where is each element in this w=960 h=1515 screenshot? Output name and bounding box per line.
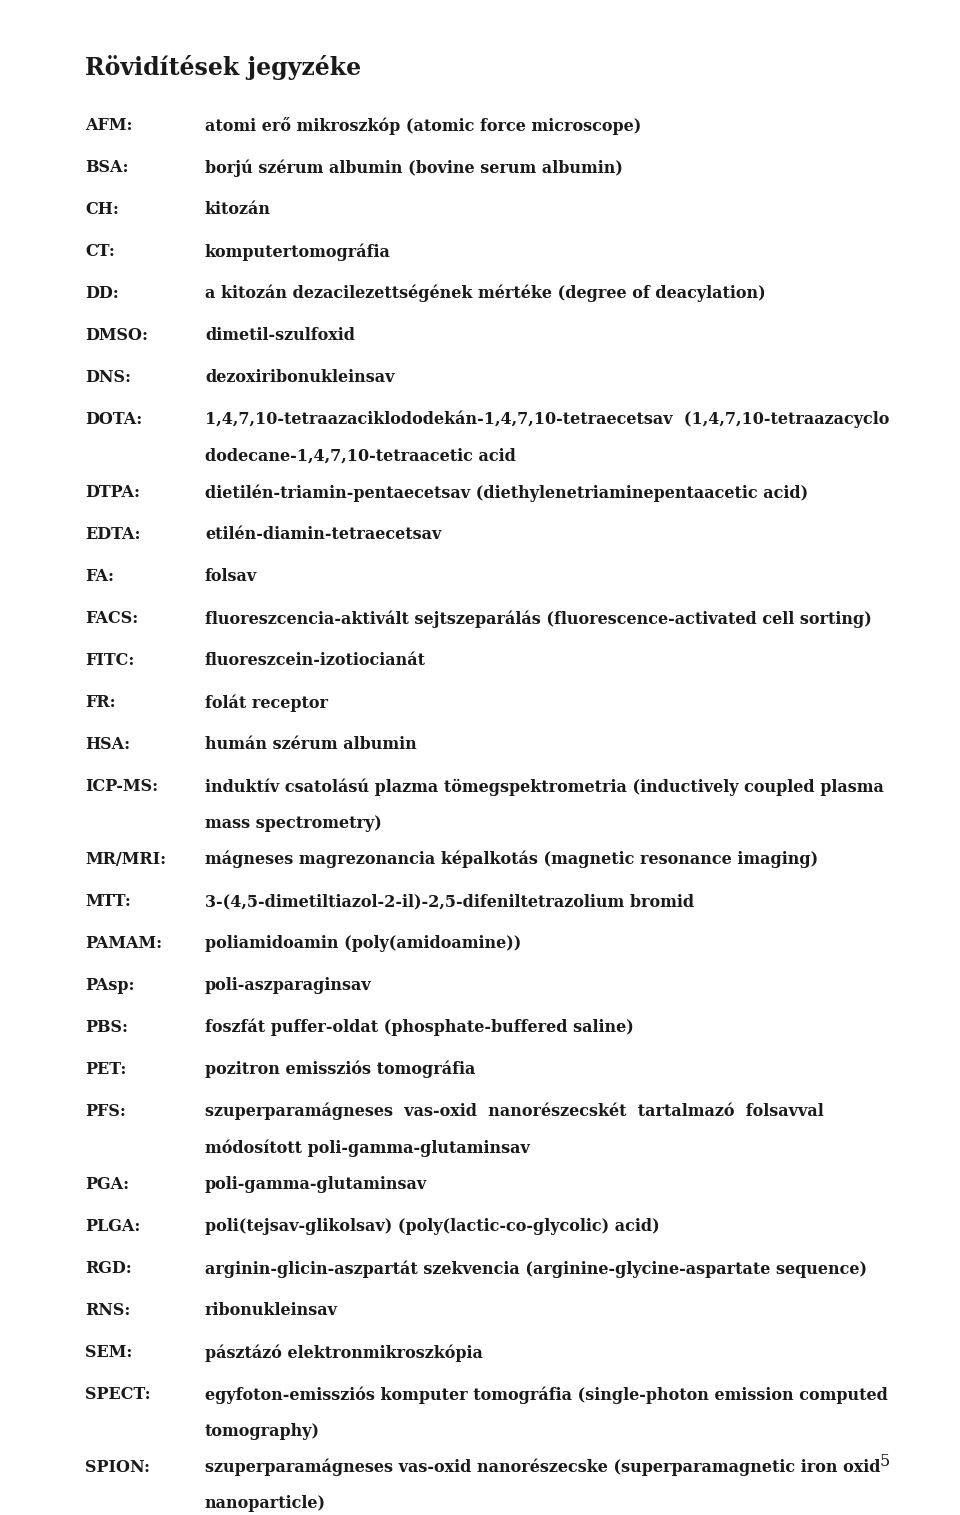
Text: PLGA:: PLGA:	[85, 1218, 140, 1235]
Text: arginin-glicin-aszpartát szekvencia (arginine-glycine-aspartate sequence): arginin-glicin-aszpartát szekvencia (arg…	[205, 1260, 867, 1277]
Text: szuperparamágneses  vas-oxid  nanorészecskét  tartalmazó  folsavval: szuperparamágneses vas-oxid nanorészecsk…	[205, 1103, 824, 1121]
Text: PAsp:: PAsp:	[85, 977, 134, 994]
Text: a kitozán dezacilezettségének mértéke (degree of deacylation): a kitozán dezacilezettségének mértéke (d…	[205, 285, 766, 303]
Text: Rövidítések jegyzéke: Rövidítések jegyzéke	[85, 55, 361, 80]
Text: DTPA:: DTPA:	[85, 483, 140, 501]
Text: MR/MRI:: MR/MRI:	[85, 851, 166, 868]
Text: ribonukleinsav: ribonukleinsav	[205, 1301, 338, 1320]
Text: borjú szérum albumin (bovine serum albumin): borjú szérum albumin (bovine serum album…	[205, 159, 623, 177]
Text: dodecane-1,4,7,10-tetraacetic acid: dodecane-1,4,7,10-tetraacetic acid	[205, 447, 516, 465]
Text: BSA:: BSA:	[85, 159, 129, 176]
Text: RGD:: RGD:	[85, 1260, 132, 1277]
Text: DD:: DD:	[85, 285, 119, 301]
Text: 1,4,7,10-tetraazaciklododekán-1,4,7,10-tetraecetsav  (1,4,7,10-tetraazacyclo: 1,4,7,10-tetraazaciklododekán-1,4,7,10-t…	[205, 411, 889, 429]
Text: pásztázó elektronmikroszkópia: pásztázó elektronmikroszkópia	[205, 1344, 483, 1362]
Text: tomography): tomography)	[205, 1423, 320, 1439]
Text: CH:: CH:	[85, 201, 119, 218]
Text: RNS:: RNS:	[85, 1301, 131, 1320]
Text: PBS:: PBS:	[85, 1020, 128, 1036]
Text: etilén-diamin-tetraecetsav: etilén-diamin-tetraecetsav	[205, 526, 442, 542]
Text: DNS:: DNS:	[85, 370, 131, 386]
Text: PET:: PET:	[85, 1060, 127, 1079]
Text: AFM:: AFM:	[85, 117, 132, 133]
Text: MTT:: MTT:	[85, 892, 131, 911]
Text: poli-aszparaginsav: poli-aszparaginsav	[205, 977, 372, 994]
Text: egyfoton-emissziós komputer tomográfia (single-photon emission computed: egyfoton-emissziós komputer tomográfia (…	[205, 1386, 888, 1403]
Text: atomi erő mikroszkóp (atomic force microscope): atomi erő mikroszkóp (atomic force micro…	[205, 117, 641, 135]
Text: folát receptor: folát receptor	[205, 694, 328, 712]
Text: SPECT:: SPECT:	[85, 1386, 151, 1403]
Text: pozitron emissziós tomográfia: pozitron emissziós tomográfia	[205, 1060, 475, 1079]
Text: FACS:: FACS:	[85, 611, 138, 627]
Text: humán szérum albumin: humán szérum albumin	[205, 736, 417, 753]
Text: EDTA:: EDTA:	[85, 526, 140, 542]
Text: fluoreszcencia-aktivált sejtszeparálás (fluorescence-activated cell sorting): fluoreszcencia-aktivált sejtszeparálás (…	[205, 611, 872, 627]
Text: poli(tejsav-glikolsav) (poly(lactic-co-glycolic) acid): poli(tejsav-glikolsav) (poly(lactic-co-g…	[205, 1218, 660, 1235]
Text: 3-(4,5-dimetiltiazol-2-il)-2,5-difeniltetrazolium bromid: 3-(4,5-dimetiltiazol-2-il)-2,5-difenilte…	[205, 892, 694, 911]
Text: SPION:: SPION:	[85, 1459, 150, 1476]
Text: DOTA:: DOTA:	[85, 411, 142, 429]
Text: komputertomográfia: komputertomográfia	[205, 242, 391, 261]
Text: folsav: folsav	[205, 568, 257, 585]
Text: szuperparamágneses vas-oxid nanorészecske (superparamagnetic iron oxid: szuperparamágneses vas-oxid nanorészecsk…	[205, 1459, 880, 1477]
Text: PAMAM:: PAMAM:	[85, 935, 162, 951]
Text: ICP-MS:: ICP-MS:	[85, 779, 158, 795]
Text: CT:: CT:	[85, 242, 115, 261]
Text: dezoxiribonukleinsav: dezoxiribonukleinsav	[205, 370, 395, 386]
Text: HSA:: HSA:	[85, 736, 131, 753]
Text: SEM:: SEM:	[85, 1344, 132, 1360]
Text: dimetil-szulfoxid: dimetil-szulfoxid	[205, 327, 355, 344]
Text: induktív csatolású plazma tömegspektrometria (inductively coupled plasma: induktív csatolású plazma tömegspektrome…	[205, 779, 884, 795]
Text: FR:: FR:	[85, 694, 115, 711]
Text: poli-gamma-glutaminsav: poli-gamma-glutaminsav	[205, 1176, 427, 1192]
Text: nanoparticle): nanoparticle)	[205, 1495, 326, 1512]
Text: PFS:: PFS:	[85, 1103, 126, 1120]
Text: PGA:: PGA:	[85, 1176, 130, 1192]
Text: mass spectrometry): mass spectrometry)	[205, 815, 382, 832]
Text: dietilén-triamin-pentaecetsav (diethylenetriaminepentaacetic acid): dietilén-triamin-pentaecetsav (diethylen…	[205, 483, 808, 501]
Text: mágneses magrezonancia képalkotás (magnetic resonance imaging): mágneses magrezonancia képalkotás (magne…	[205, 851, 818, 868]
Text: fluoreszcein-izotiocianát: fluoreszcein-izotiocianát	[205, 651, 426, 670]
Text: FITC:: FITC:	[85, 651, 134, 670]
Text: DMSO:: DMSO:	[85, 327, 148, 344]
Text: kitozán: kitozán	[205, 201, 271, 218]
Text: foszfát puffer-oldat (phosphate-buffered saline): foszfát puffer-oldat (phosphate-buffered…	[205, 1020, 634, 1036]
Text: FA:: FA:	[85, 568, 114, 585]
Text: 5: 5	[879, 1453, 890, 1470]
Text: módosított poli-gamma-glutaminsav: módosított poli-gamma-glutaminsav	[205, 1139, 530, 1157]
Text: poliamidoamin (poly(amidoamine)): poliamidoamin (poly(amidoamine))	[205, 935, 521, 951]
